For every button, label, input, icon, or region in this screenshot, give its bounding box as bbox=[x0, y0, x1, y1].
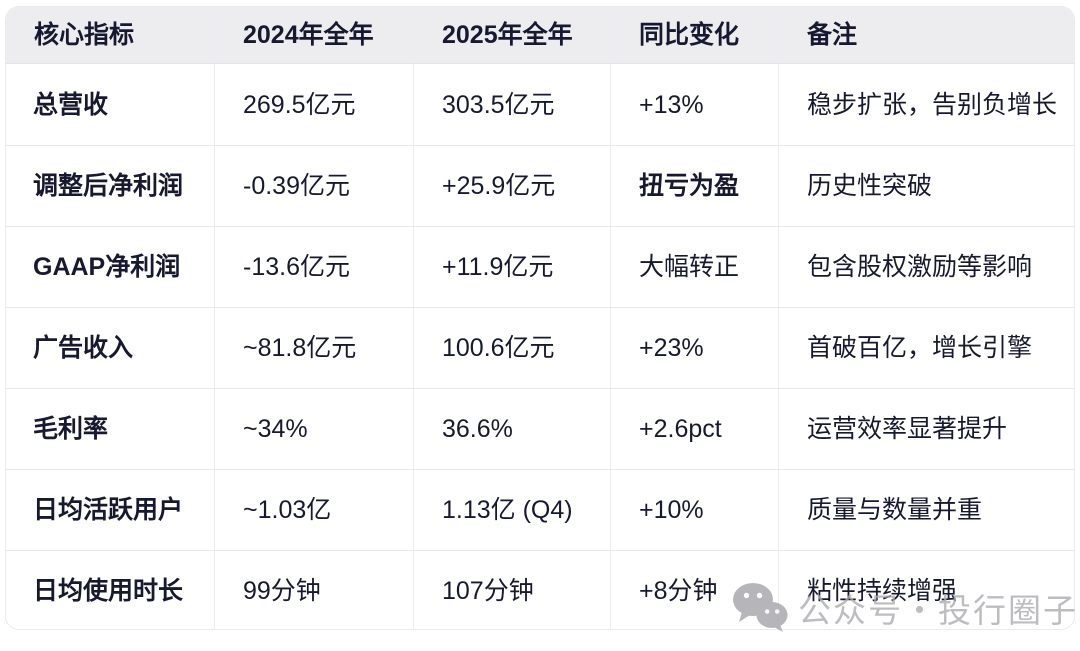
table-body: 总营收 269.5亿元 303.5亿元 +13% 稳步扩张，告别负增长 调整后净… bbox=[6, 64, 1074, 629]
cell-2025: 1.13亿 (Q4) bbox=[413, 470, 610, 550]
cell-2025: 303.5亿元 bbox=[413, 64, 610, 145]
table-row: 广告收入 ~81.8亿元 100.6亿元 +23% 首破百亿，增长引擎 bbox=[6, 307, 1074, 388]
cell-metric: 广告收入 bbox=[33, 334, 134, 362]
table-row: 调整后净利润 -0.39亿元 +25.9亿元 扭亏为盈 历史性突破 bbox=[6, 145, 1074, 226]
cell-metric: 日均使用时长 bbox=[33, 577, 184, 605]
cell-metric: 总营收 bbox=[33, 90, 109, 119]
cell-metric: 毛利率 bbox=[33, 415, 109, 443]
cell-note: 稳步扩张，告别负增长 bbox=[778, 64, 1074, 145]
cell-2024: -0.39亿元 bbox=[214, 146, 413, 226]
cell-metric: 日均活跃用户 bbox=[33, 496, 184, 524]
cell-yoy: +13% bbox=[610, 64, 778, 145]
cell-note: 首破百亿，增长引擎 bbox=[778, 308, 1074, 388]
column-header-2025: 2025年全年 bbox=[413, 7, 610, 63]
cell-note: 运营效率显著提升 bbox=[778, 389, 1074, 469]
cell-yoy: +2.6pct bbox=[610, 389, 778, 469]
cell-yoy: +23% bbox=[610, 308, 778, 388]
cell-2024: ~1.03亿 bbox=[214, 470, 413, 550]
table-row: 毛利率 ~34% 36.6% +2.6pct 运营效率显著提升 bbox=[6, 388, 1074, 469]
cell-2024: ~34% bbox=[214, 389, 413, 469]
cell-2024: ~81.8亿元 bbox=[214, 308, 413, 388]
cell-yoy: 扭亏为盈 bbox=[610, 146, 778, 226]
cell-note: 包含股权激励等影响 bbox=[778, 227, 1074, 307]
cell-metric: GAAP净利润 bbox=[33, 253, 181, 281]
table-row: 总营收 269.5亿元 303.5亿元 +13% 稳步扩张，告别负增长 bbox=[6, 64, 1074, 145]
column-header-2024: 2024年全年 bbox=[214, 7, 413, 63]
column-header-metric: 核心指标 bbox=[34, 21, 135, 49]
cell-2024: 99分钟 bbox=[214, 551, 413, 629]
column-header-note: 备注 bbox=[778, 7, 1074, 63]
column-header-yoy: 同比变化 bbox=[610, 7, 778, 63]
table-row: 日均使用时长 99分钟 107分钟 +8分钟 粘性持续增强 bbox=[6, 550, 1074, 629]
cell-note: 历史性突破 bbox=[778, 146, 1074, 226]
cell-metric: 调整后净利润 bbox=[33, 172, 184, 200]
cell-note: 粘性持续增强 bbox=[778, 551, 1074, 629]
metrics-table-card: 核心指标 2024年全年 2025年全年 同比变化 备注 总营收 269.5亿元… bbox=[5, 6, 1075, 630]
cell-yoy: +10% bbox=[610, 470, 778, 550]
cell-2025: 36.6% bbox=[413, 389, 610, 469]
cell-2024: -13.6亿元 bbox=[214, 227, 413, 307]
table-row: GAAP净利润 -13.6亿元 +11.9亿元 大幅转正 包含股权激励等影响 bbox=[6, 226, 1074, 307]
cell-2025: +11.9亿元 bbox=[413, 227, 610, 307]
cell-2025: 100.6亿元 bbox=[413, 308, 610, 388]
cell-yoy: 大幅转正 bbox=[610, 227, 778, 307]
table-header-row: 核心指标 2024年全年 2025年全年 同比变化 备注 bbox=[6, 7, 1074, 64]
table-row: 日均活跃用户 ~1.03亿 1.13亿 (Q4) +10% 质量与数量并重 bbox=[6, 469, 1074, 550]
cell-2025: 107分钟 bbox=[413, 551, 610, 629]
cell-2024: 269.5亿元 bbox=[214, 64, 413, 145]
cell-2025: +25.9亿元 bbox=[413, 146, 610, 226]
cell-yoy: +8分钟 bbox=[610, 551, 778, 629]
cell-note: 质量与数量并重 bbox=[778, 470, 1074, 550]
